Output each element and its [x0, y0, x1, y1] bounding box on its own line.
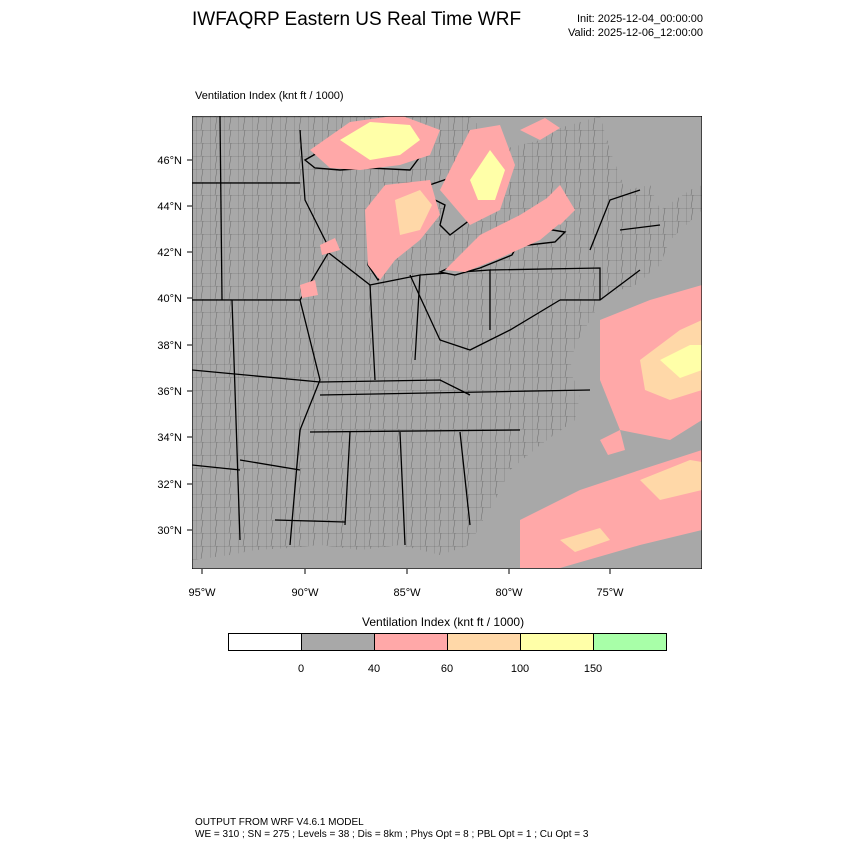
lat-label: 46°N: [157, 155, 182, 167]
lon-label: 75°W: [596, 587, 624, 599]
colorbar-swatch: [593, 633, 667, 651]
colorbar-tick-label: 150: [583, 663, 603, 675]
colorbar-swatch: [301, 633, 375, 651]
lat-axis: 46°N 44°N 42°N 40°N 38°N 36°N 34°N 32°N …: [157, 155, 192, 537]
model-info-line1: OUTPUT FROM WRF V4.6.1 MODEL: [195, 817, 364, 828]
state-boundaries: [192, 116, 661, 546]
valid-time: Valid: 2025-12-06_12:00:00: [568, 27, 703, 39]
colorbar-tick-label: 100: [510, 663, 530, 675]
plot-title: IWFAQRP Eastern US Real Time WRF: [192, 9, 522, 30]
lat-label: 38°N: [157, 340, 182, 352]
lon-label: 90°W: [291, 587, 319, 599]
lat-label: 36°N: [157, 386, 182, 398]
ventilation-contours: [300, 116, 702, 568]
colorbar-swatch: [374, 633, 448, 651]
lon-axis: 95°W 90°W 85°W 80°W 75°W: [188, 569, 624, 599]
lat-label: 30°N: [157, 525, 182, 537]
lat-label: 40°N: [157, 293, 182, 305]
lat-label: 44°N: [157, 201, 182, 213]
field-label: Ventilation Index (knt ft / 1000): [195, 90, 344, 102]
colorbar-tick-label: 60: [440, 663, 454, 675]
colorbar-tick-label: 40: [367, 663, 381, 675]
lat-label: 32°N: [157, 479, 182, 491]
colorbar: [228, 633, 667, 651]
lon-label: 80°W: [495, 587, 523, 599]
model-info-line2: WE = 310 ; SN = 275 ; Levels = 38 ; Dis …: [195, 829, 589, 840]
init-time: Init: 2025-12-04_00:00:00: [577, 13, 703, 25]
colorbar-swatch: [228, 633, 302, 651]
colorbar-title: Ventilation Index (knt ft / 1000): [362, 615, 525, 629]
colorbar-swatch: [447, 633, 521, 651]
lat-label: 42°N: [157, 247, 182, 259]
lon-label: 85°W: [393, 587, 421, 599]
colorbar-tick-label: 0: [297, 663, 305, 675]
colorbar-swatch: [520, 633, 594, 651]
lon-label: 95°W: [188, 587, 216, 599]
lat-label: 34°N: [157, 432, 182, 444]
land-region: [192, 116, 702, 560]
